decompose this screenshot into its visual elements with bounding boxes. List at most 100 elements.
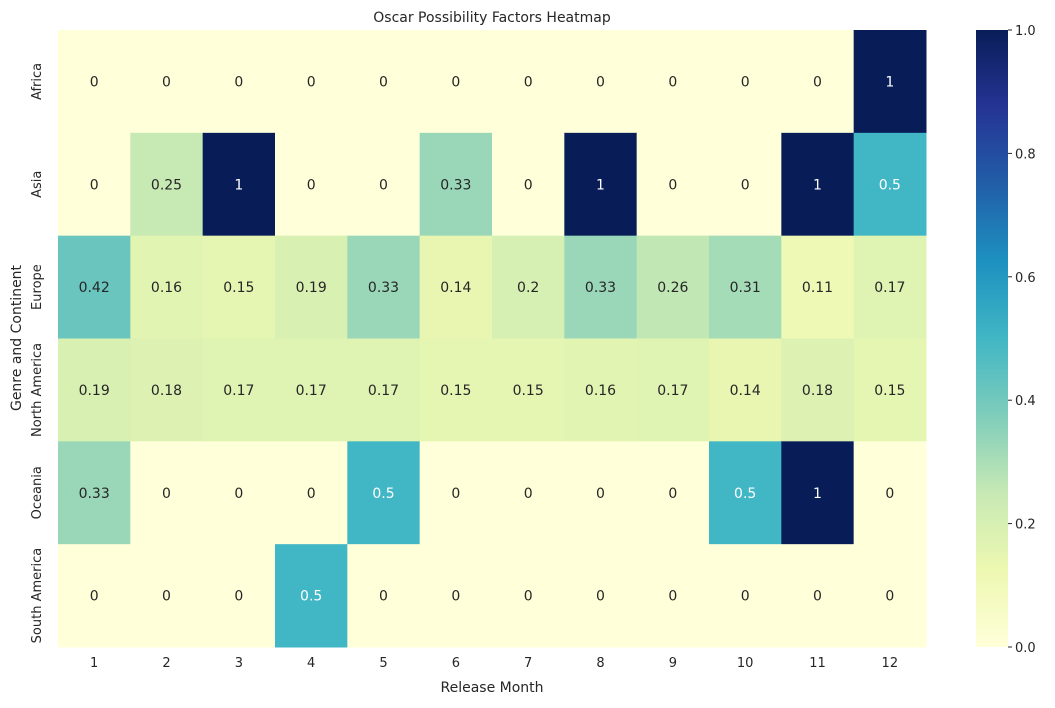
heatmap-cell (564, 132, 638, 237)
heatmap-cell (492, 132, 565, 237)
cell-annotation: 0 (668, 589, 677, 605)
heatmap-cell (853, 30, 927, 134)
cell-annotation: 0 (668, 177, 677, 193)
y-tick-label: Asia (30, 171, 45, 198)
cell-annotation: 0 (524, 74, 533, 90)
x-tick-label: 2 (162, 656, 170, 671)
colorbar-ticks: 0.0 0.2 0.4 0.6 0.8 1.0 (1008, 24, 1036, 656)
heatmap-cell (781, 441, 855, 545)
heatmap-cell (709, 441, 782, 545)
cell-annotation: 0.15 (440, 383, 471, 399)
heatmap-cell (853, 132, 927, 237)
heatmap-cell (492, 441, 565, 545)
cell-annotation: 0 (813, 74, 822, 90)
cell-annotation: 0.26 (657, 280, 688, 296)
cell-annotation: 1 (596, 177, 605, 193)
heatmap-cell (636, 132, 710, 237)
cell-annotation: 0 (162, 589, 171, 605)
heatmap-cells (58, 30, 927, 648)
heatmap-cell (58, 544, 131, 648)
x-tick-label: 6 (452, 656, 460, 671)
heatmap-cell (853, 338, 927, 442)
heatmap-cell (58, 132, 131, 237)
cell-annotation: 0.33 (585, 280, 616, 296)
cell-annotation: 0 (741, 177, 750, 193)
cell-annotation: 0 (885, 486, 894, 502)
colorbar-tick-label: 1.0 (1015, 24, 1036, 39)
x-tick-label: 5 (379, 656, 387, 671)
heatmap-cell (853, 235, 927, 339)
cell-annotation: 0 (162, 486, 171, 502)
cell-annotation: 0 (90, 74, 99, 90)
y-tick-label: Europe (30, 264, 45, 310)
cell-annotation: 0.5 (734, 486, 756, 502)
cell-annotation: 1 (885, 74, 894, 90)
cell-annotation: 0.18 (802, 383, 833, 399)
cell-annotation: 0.5 (879, 177, 901, 193)
heatmap-cell (202, 544, 276, 648)
cell-annotation: 0.17 (223, 383, 254, 399)
heatmap-cell (564, 441, 638, 545)
heatmap-cell (636, 544, 710, 648)
heatmap-cell (781, 544, 855, 648)
cell-annotation: 0 (524, 177, 533, 193)
cell-annotation: 0 (596, 74, 605, 90)
x-tick-label: 7 (524, 656, 532, 671)
cell-annotation: 0.14 (440, 280, 471, 296)
heatmap-cell (202, 30, 276, 134)
cell-annotation: 0 (596, 486, 605, 502)
cell-annotation: 0 (741, 74, 750, 90)
heatmap-cell (130, 30, 204, 134)
heatmap-cell (130, 544, 204, 648)
x-tick-label: 12 (882, 656, 899, 671)
cell-annotation: 1 (234, 177, 243, 193)
heatmap-cell (709, 132, 782, 237)
heatmap-cell (564, 544, 638, 648)
cell-annotation: 0.16 (585, 383, 616, 399)
cell-annotation: 0 (379, 589, 388, 605)
chart-title: Oscar Possibility Factors Heatmap (373, 10, 611, 26)
heatmap-cell (419, 441, 493, 545)
heatmap-cell (636, 30, 710, 134)
cell-annotation: 1 (813, 177, 822, 193)
cell-annotation: 0.5 (300, 589, 322, 605)
heatmap-cell (275, 30, 348, 134)
cell-annotation: 0 (741, 589, 750, 605)
heatmap-cell (275, 441, 348, 545)
heatmap-cell (275, 132, 348, 237)
heatmap-cell (853, 441, 927, 545)
cell-annotation: 0.14 (730, 383, 761, 399)
cell-annotation: 0 (307, 177, 316, 193)
heatmap-cell (347, 544, 421, 648)
cell-annotation: 0 (234, 486, 243, 502)
colorbar-tick-label: 0.0 (1015, 641, 1036, 656)
cell-annotation: 0.17 (657, 383, 688, 399)
x-tick-label: 4 (307, 656, 315, 671)
y-tick-label: South America (30, 548, 45, 644)
heatmap-cell (58, 235, 131, 339)
cell-annotation: 0 (90, 589, 99, 605)
heatmap-cell (202, 235, 276, 339)
heatmap-cell (709, 30, 782, 134)
heatmap-cell (564, 235, 638, 339)
heatmap-cell (709, 544, 782, 648)
cell-annotation: 0.19 (296, 280, 327, 296)
heatmap-cell (347, 338, 421, 442)
y-tick-label: Africa (30, 63, 45, 100)
y-tick-label: North America (30, 343, 45, 437)
heatmap-cell (347, 30, 421, 134)
heatmap-cell (781, 338, 855, 442)
x-tick-label: 8 (596, 656, 604, 671)
heatmap-cell (781, 132, 855, 237)
heatmap-cell (275, 544, 348, 648)
colorbar-tick-label: 0.8 (1015, 147, 1036, 162)
heatmap-cell (202, 338, 276, 442)
cell-annotation: 0.17 (296, 383, 327, 399)
cell-annotation: 0.33 (368, 280, 399, 296)
cell-annotation: 0 (813, 589, 822, 605)
x-axis-label: Release Month (440, 680, 543, 696)
colorbar-tick-label: 0.6 (1015, 271, 1036, 286)
heatmap-cell (419, 338, 493, 442)
heatmap-cell (130, 132, 204, 237)
